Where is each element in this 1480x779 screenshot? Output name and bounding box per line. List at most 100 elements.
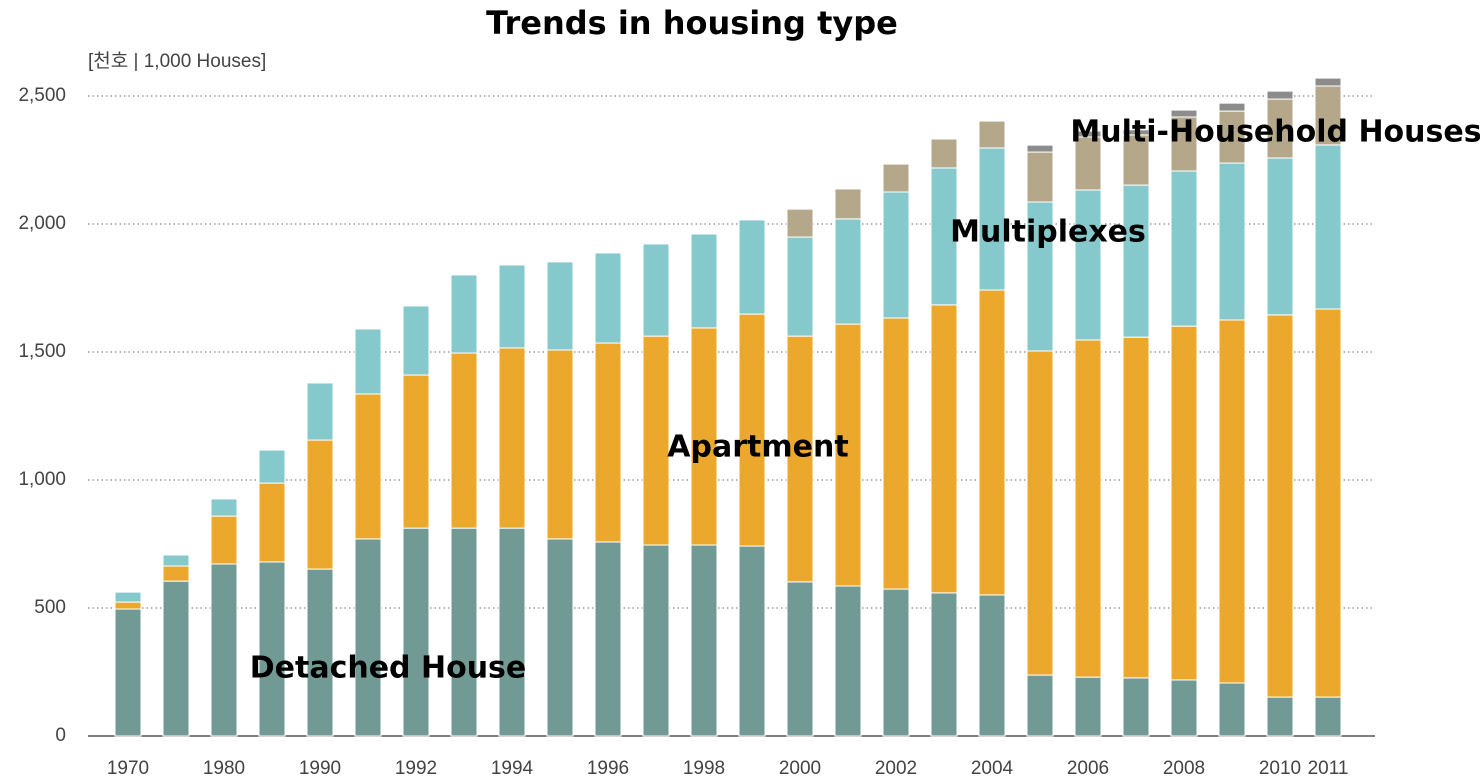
bar-segment [1314, 696, 1342, 737]
x-tick-label: 1992 [395, 758, 437, 779]
bar-segment [1314, 77, 1342, 87]
bar-segment [114, 608, 142, 737]
y-tick-label: 0 [55, 725, 66, 746]
bar-segment [162, 565, 190, 582]
bar-segment [1026, 201, 1054, 352]
bar-segment [738, 545, 766, 737]
bar-segment [402, 527, 430, 737]
series-label: Multi-Household Houses [1070, 115, 1480, 150]
bar-segment [210, 563, 238, 737]
bar-segment [930, 167, 958, 306]
bar-segment [450, 527, 478, 737]
bar-segment [1314, 144, 1342, 310]
bar-segment [210, 498, 238, 517]
bar-segment [1266, 696, 1294, 737]
bar-segment [1314, 308, 1342, 698]
x-tick-label: 1970 [107, 758, 149, 779]
x-tick-label: 1996 [587, 758, 629, 779]
bar-segment [1074, 130, 1102, 138]
bar-segment [1074, 339, 1102, 678]
bar-segment [1026, 674, 1054, 737]
bar-segment [642, 544, 670, 737]
bar-segment [1218, 102, 1246, 112]
bar-segment [1122, 336, 1150, 679]
bar-segment [402, 374, 430, 529]
x-tick-label: 1998 [683, 758, 725, 779]
bar-segment [1218, 319, 1246, 684]
bar-segment [1170, 109, 1198, 118]
y-tick-label: 1,000 [18, 469, 66, 490]
bar-segment [978, 289, 1006, 596]
bar-segment [498, 347, 526, 529]
bar-segment [930, 592, 958, 737]
bar-segment [834, 218, 862, 325]
bar-segment [594, 252, 622, 344]
x-tick-label: 2011 [1308, 758, 1349, 779]
x-tick-label: 2008 [1163, 758, 1205, 779]
series-label: Multiplexes [950, 215, 1146, 250]
bar-segment [1026, 144, 1054, 153]
bar-segment [210, 515, 238, 565]
bar-segment [498, 527, 526, 737]
bar-segment [354, 538, 382, 737]
bar-segment [162, 580, 190, 737]
bar-segment [354, 393, 382, 540]
x-tick-label: 2010 [1259, 758, 1301, 779]
x-tick-label: 1990 [299, 758, 341, 779]
bar-segment [882, 163, 910, 193]
bar-segment [114, 601, 142, 610]
bar-segment [1170, 116, 1198, 172]
bar-segment [306, 568, 334, 737]
bar-segment [450, 352, 478, 529]
bar-segment [834, 585, 862, 737]
bar-segment [978, 147, 1006, 291]
bar-segment [882, 191, 910, 319]
bar-segment [498, 264, 526, 349]
bar-segment [786, 335, 814, 583]
bar-segment [1122, 129, 1150, 136]
y-tick-label: 1,500 [18, 341, 66, 362]
bar-segment [546, 538, 574, 737]
bar-segment [1266, 90, 1294, 100]
bar-segment [1026, 151, 1054, 203]
bar-segment [1074, 136, 1102, 191]
series-label: Detached House [250, 651, 527, 686]
bar-segment [642, 243, 670, 337]
bar-segment [1122, 677, 1150, 737]
y-tick-label: 500 [34, 597, 66, 618]
bar-segment [738, 313, 766, 547]
bar-segment [306, 439, 334, 570]
bar-segment [354, 328, 382, 395]
bar-segment [1218, 110, 1246, 164]
bar-segment [594, 541, 622, 737]
bar-segment [162, 554, 190, 567]
bar-segment [1170, 679, 1198, 737]
bar-segment [786, 208, 814, 238]
bar-segment [786, 581, 814, 737]
bar-segment [690, 544, 718, 737]
bar-segment [834, 188, 862, 220]
bar-segment [1218, 682, 1246, 737]
bar-segment [978, 120, 1006, 149]
bar-segment [1122, 134, 1150, 186]
chart-title: Trends in housing type [486, 4, 898, 42]
bar-segment [1266, 98, 1294, 159]
bar-segment [738, 219, 766, 315]
bar-segment [930, 304, 958, 594]
series-label: Apartment [667, 430, 848, 465]
x-tick-label: 2002 [875, 758, 917, 779]
bar-segment [1026, 350, 1054, 676]
bar-segment [1218, 162, 1246, 321]
bar-segment [594, 342, 622, 543]
y-tick-label: 2,500 [18, 85, 66, 106]
bar-segment [114, 591, 142, 603]
bar-segment [1170, 170, 1198, 327]
bar-segment [1122, 184, 1150, 338]
bar-segment [546, 261, 574, 351]
bar-segment [306, 382, 334, 441]
x-tick-label: 2000 [779, 758, 821, 779]
bar-segment [1074, 189, 1102, 341]
bar-segment [546, 349, 574, 540]
bar-segment [258, 482, 286, 563]
